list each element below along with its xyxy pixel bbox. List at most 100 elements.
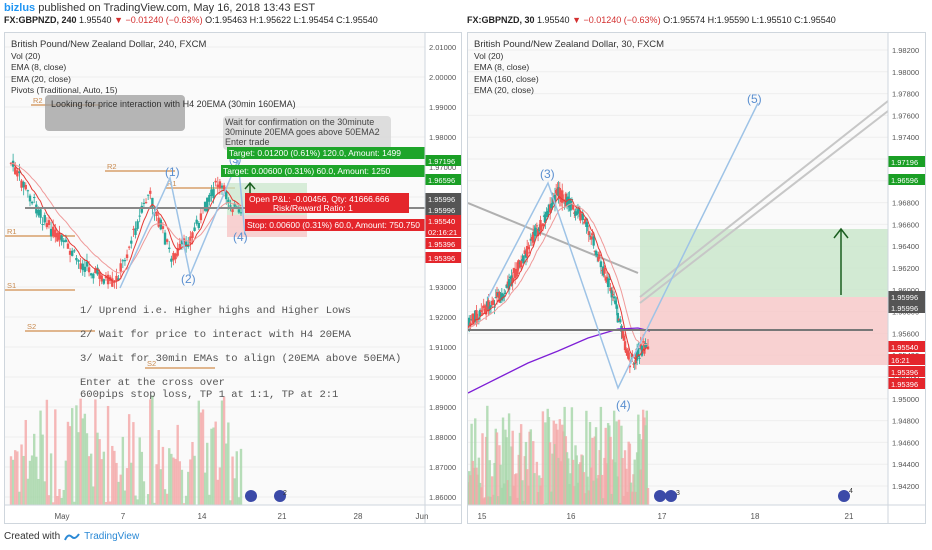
candle-body [571, 204, 575, 210]
volume-bar [522, 500, 525, 505]
volume-bar [474, 418, 477, 505]
candle-body [499, 298, 502, 300]
right-legend-ema20[interactable]: EMA (20, close) [474, 85, 534, 95]
right-ticker-line: FX:GBPNZD, 30 1.95540 ▼ −0.01240 (−0.63%… [467, 15, 836, 25]
author-link[interactable]: bizlus [4, 2, 36, 14]
left-legend-ema20[interactable]: EMA (20, close) [11, 73, 71, 84]
volume-bar [56, 496, 59, 505]
candle-body [509, 276, 512, 278]
volume-bar [625, 468, 628, 505]
right-legend-ema160[interactable]: EMA (160, close) [474, 73, 539, 84]
price-tag [425, 252, 461, 263]
event-badge-r3[interactable]: 3 [654, 490, 680, 502]
candle-body [43, 215, 46, 223]
candle-body [195, 219, 198, 224]
callout-1[interactable]: Looking for price interaction with H4 20… [45, 95, 296, 131]
price-axis-label: 1.96400 [892, 242, 919, 251]
price-tag [425, 238, 461, 249]
candle-body [149, 190, 152, 194]
volume-bar [518, 432, 522, 505]
volume-bar [603, 457, 606, 505]
price-tag [888, 291, 925, 302]
right-legend-ema8[interactable]: EMA (8, close) [474, 62, 530, 72]
left-symbol[interactable]: FX:GBPNZD, 240 [4, 15, 77, 25]
volume-bar [475, 467, 478, 505]
event-badge[interactable]: 2 [274, 490, 287, 502]
volume-bar [593, 436, 597, 505]
candle-body [159, 219, 163, 230]
candle-body [516, 262, 519, 275]
volume-bar [567, 458, 570, 505]
time-axis-label: Jun [416, 512, 429, 521]
volume-bar [559, 461, 563, 505]
open-pl-label[interactable]: Open P&L: -0.00456, Qty: 41666.666 Risk/… [245, 193, 409, 213]
volume-bar [585, 410, 588, 505]
candle-body [633, 362, 636, 365]
tradingview-brand-link[interactable]: TradingView [84, 531, 140, 542]
target-2-label[interactable]: Target: 0.00600 (0.31%) 60.0, Amount: 12… [221, 165, 425, 177]
volume-bar [470, 423, 473, 505]
candle-body [489, 305, 493, 307]
right-legend-title[interactable]: British Pound/New Zealand Dollar, 30, FX… [474, 39, 665, 50]
left-legend-title[interactable]: British Pound/New Zealand Dollar, 240, F… [11, 39, 207, 50]
event-badge-r4[interactable]: 4 [838, 488, 853, 502]
price-tag-text: 1.96596 [891, 176, 918, 185]
candle-body [475, 310, 478, 320]
volume-bar [546, 408, 549, 505]
callout-2[interactable]: Wait for confirmation on the 30minute 30… [223, 116, 391, 151]
event-badge-earnings[interactable] [245, 490, 257, 502]
left-last: 1.95540 [79, 15, 112, 25]
candle-body [602, 266, 605, 276]
profit-zone[interactable] [640, 229, 888, 297]
candle-body [28, 195, 32, 202]
candle-body [490, 301, 494, 305]
time-axis-label: 7 [121, 512, 126, 521]
left-legend-pivots[interactable]: Pivots (Traditional, Auto, 15) [11, 85, 118, 95]
volume-bar [77, 432, 80, 505]
right-legend-vol[interactable]: Vol (20) [474, 50, 504, 61]
right-chart-canvas[interactable]: (3) (4) (5) 3 4 1.98200 1.98000 1.97800 1.9… [468, 33, 926, 524]
volume-bar [111, 445, 114, 505]
candle-body [469, 322, 472, 326]
volume-bar [98, 439, 101, 505]
left-legend-vol[interactable]: Vol (20) [11, 50, 41, 61]
candle-body [611, 294, 615, 296]
volume-bar [544, 422, 547, 505]
stop-label[interactable]: Stop: 0.00600 (0.31%) 60.0, Amount: 750.… [245, 219, 425, 231]
candle-body [125, 254, 129, 258]
price-tag [425, 204, 461, 215]
volume-bar [610, 493, 613, 505]
right-symbol[interactable]: FX:GBPNZD, 30 [467, 15, 535, 25]
candle-body [568, 198, 571, 208]
volume-bar [583, 493, 587, 505]
svg-text:Stop: 0.00600 (0.31%) 60.0, Am: Stop: 0.00600 (0.31%) 60.0, Amount: 750.… [247, 220, 420, 230]
candle-body [540, 224, 543, 226]
candle-body [45, 223, 49, 228]
volume-bar [626, 491, 629, 505]
left-legend-ema8[interactable]: EMA (8, close) [11, 62, 67, 72]
time-axis-label: 14 [198, 512, 207, 521]
left-chart-panel[interactable]: British Pound/New Zealand Dollar, 240, F… [4, 32, 462, 524]
wave-label-r5: (5) [747, 92, 762, 106]
target-1-label[interactable]: Target: 0.01200 (0.61%) 120.0, Amount: 1… [227, 147, 425, 159]
candle-body [625, 348, 628, 353]
volume-bar [635, 452, 639, 505]
candle-body [596, 253, 599, 256]
candle-body [559, 193, 563, 202]
volume-bar [565, 452, 569, 505]
candle-body [626, 350, 629, 357]
candle-body [529, 238, 533, 241]
volume-bar [136, 499, 139, 505]
pivot-label: R2 [33, 96, 43, 105]
price-tag-text: 1.97196 [891, 158, 918, 167]
candle-body [583, 218, 587, 223]
candle-body [165, 239, 169, 242]
volume-bar [47, 495, 51, 505]
candle-body [231, 209, 234, 213]
price-tag [425, 155, 461, 166]
volume-bar [538, 475, 541, 505]
candle-body [614, 300, 617, 305]
right-chart-panel[interactable]: British Pound/New Zealand Dollar, 30, FX… [467, 32, 926, 524]
volume-bar [501, 417, 505, 505]
